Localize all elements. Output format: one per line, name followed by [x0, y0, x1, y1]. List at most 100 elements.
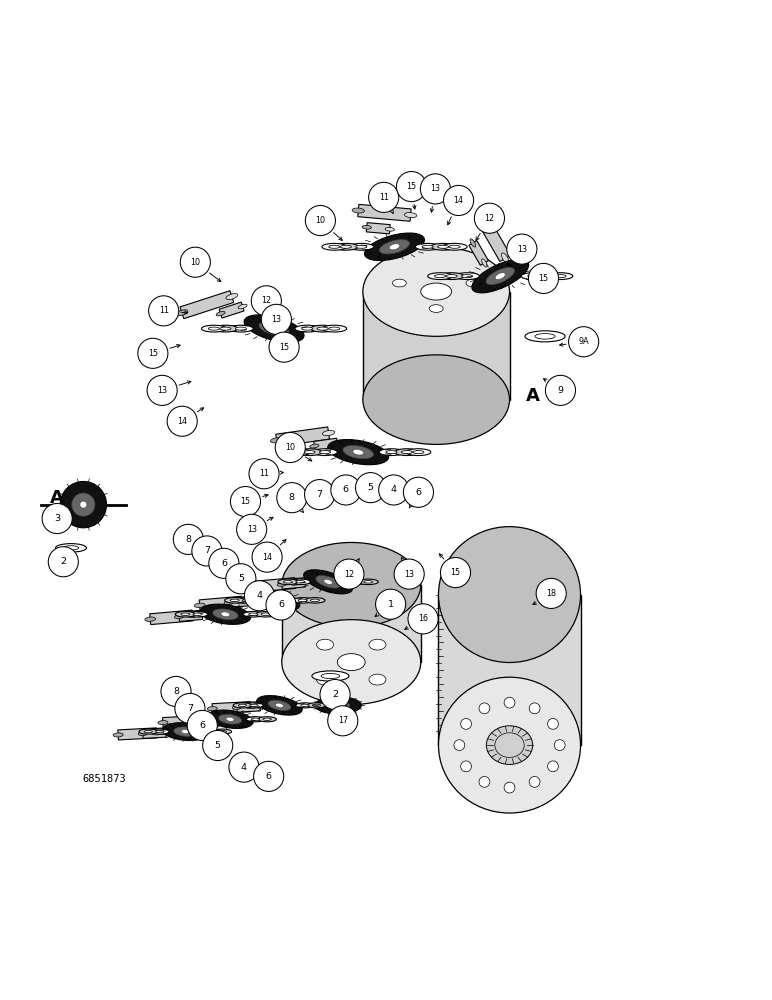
Circle shape	[420, 174, 450, 204]
Polygon shape	[118, 728, 157, 740]
Text: 10: 10	[286, 443, 295, 452]
Ellipse shape	[486, 726, 533, 764]
Polygon shape	[163, 716, 201, 728]
Ellipse shape	[413, 451, 424, 454]
Ellipse shape	[56, 544, 86, 552]
Text: 12: 12	[484, 214, 495, 223]
Text: 4: 4	[256, 591, 262, 600]
Circle shape	[536, 578, 566, 608]
Ellipse shape	[428, 273, 452, 280]
Text: 11: 11	[379, 193, 388, 202]
Circle shape	[244, 581, 275, 611]
Circle shape	[379, 475, 409, 505]
Ellipse shape	[193, 613, 202, 615]
Ellipse shape	[218, 730, 226, 733]
Text: 6: 6	[343, 485, 349, 494]
Ellipse shape	[282, 620, 421, 705]
Ellipse shape	[438, 527, 581, 663]
Ellipse shape	[188, 611, 208, 617]
Ellipse shape	[268, 700, 291, 710]
Ellipse shape	[139, 729, 157, 734]
Ellipse shape	[438, 245, 449, 248]
Ellipse shape	[446, 275, 457, 278]
Ellipse shape	[364, 581, 373, 583]
Text: 11: 11	[259, 469, 269, 478]
Ellipse shape	[535, 334, 555, 339]
Text: 5: 5	[238, 574, 244, 583]
Ellipse shape	[145, 617, 156, 621]
Ellipse shape	[479, 214, 486, 225]
Ellipse shape	[244, 315, 304, 342]
Circle shape	[167, 406, 198, 436]
Ellipse shape	[225, 598, 245, 603]
Ellipse shape	[329, 245, 340, 248]
Polygon shape	[188, 716, 211, 726]
Ellipse shape	[201, 325, 226, 332]
Ellipse shape	[270, 598, 279, 603]
Text: 7: 7	[204, 546, 210, 555]
Ellipse shape	[495, 273, 506, 280]
Text: 8: 8	[173, 687, 179, 696]
Circle shape	[545, 375, 575, 405]
Text: A: A	[526, 387, 540, 405]
Circle shape	[161, 676, 191, 707]
Ellipse shape	[184, 717, 202, 722]
Circle shape	[528, 263, 558, 293]
Ellipse shape	[207, 710, 253, 728]
Ellipse shape	[333, 441, 342, 445]
Circle shape	[188, 710, 218, 740]
Text: 13: 13	[247, 525, 256, 534]
Ellipse shape	[247, 599, 256, 603]
Ellipse shape	[334, 703, 342, 707]
Ellipse shape	[181, 729, 189, 734]
Ellipse shape	[316, 576, 340, 588]
Polygon shape	[219, 302, 244, 318]
Text: 5: 5	[367, 483, 374, 492]
Circle shape	[266, 590, 296, 620]
Ellipse shape	[351, 581, 361, 583]
Text: 7: 7	[317, 490, 323, 499]
Ellipse shape	[256, 611, 276, 617]
Ellipse shape	[278, 579, 298, 585]
Circle shape	[174, 693, 205, 723]
Circle shape	[408, 604, 438, 634]
Text: 14: 14	[178, 417, 187, 426]
Ellipse shape	[486, 268, 514, 285]
Circle shape	[369, 182, 399, 212]
Ellipse shape	[328, 440, 388, 465]
Ellipse shape	[303, 570, 353, 594]
Ellipse shape	[290, 581, 300, 585]
Text: 15: 15	[406, 182, 417, 191]
Ellipse shape	[525, 331, 565, 342]
Ellipse shape	[183, 720, 192, 723]
Text: 13: 13	[157, 386, 167, 395]
Polygon shape	[282, 578, 305, 589]
Ellipse shape	[327, 701, 350, 710]
Ellipse shape	[470, 239, 476, 247]
Ellipse shape	[286, 449, 310, 456]
Ellipse shape	[243, 611, 263, 617]
Ellipse shape	[380, 240, 409, 254]
Circle shape	[440, 558, 470, 588]
Ellipse shape	[312, 671, 349, 681]
Text: 6: 6	[278, 600, 284, 609]
Ellipse shape	[323, 579, 333, 584]
Ellipse shape	[310, 325, 335, 332]
Ellipse shape	[237, 598, 257, 603]
Ellipse shape	[198, 613, 207, 617]
Ellipse shape	[431, 243, 455, 250]
Ellipse shape	[249, 613, 258, 615]
Circle shape	[305, 480, 335, 510]
Circle shape	[397, 172, 426, 202]
Text: 12: 12	[261, 296, 272, 305]
Polygon shape	[212, 702, 251, 714]
Circle shape	[331, 475, 361, 505]
Ellipse shape	[315, 697, 361, 714]
Ellipse shape	[80, 501, 87, 508]
Ellipse shape	[300, 580, 310, 584]
Polygon shape	[229, 596, 252, 608]
Polygon shape	[313, 438, 338, 451]
Text: 11: 11	[159, 306, 168, 315]
Ellipse shape	[230, 599, 239, 602]
Ellipse shape	[113, 733, 124, 737]
